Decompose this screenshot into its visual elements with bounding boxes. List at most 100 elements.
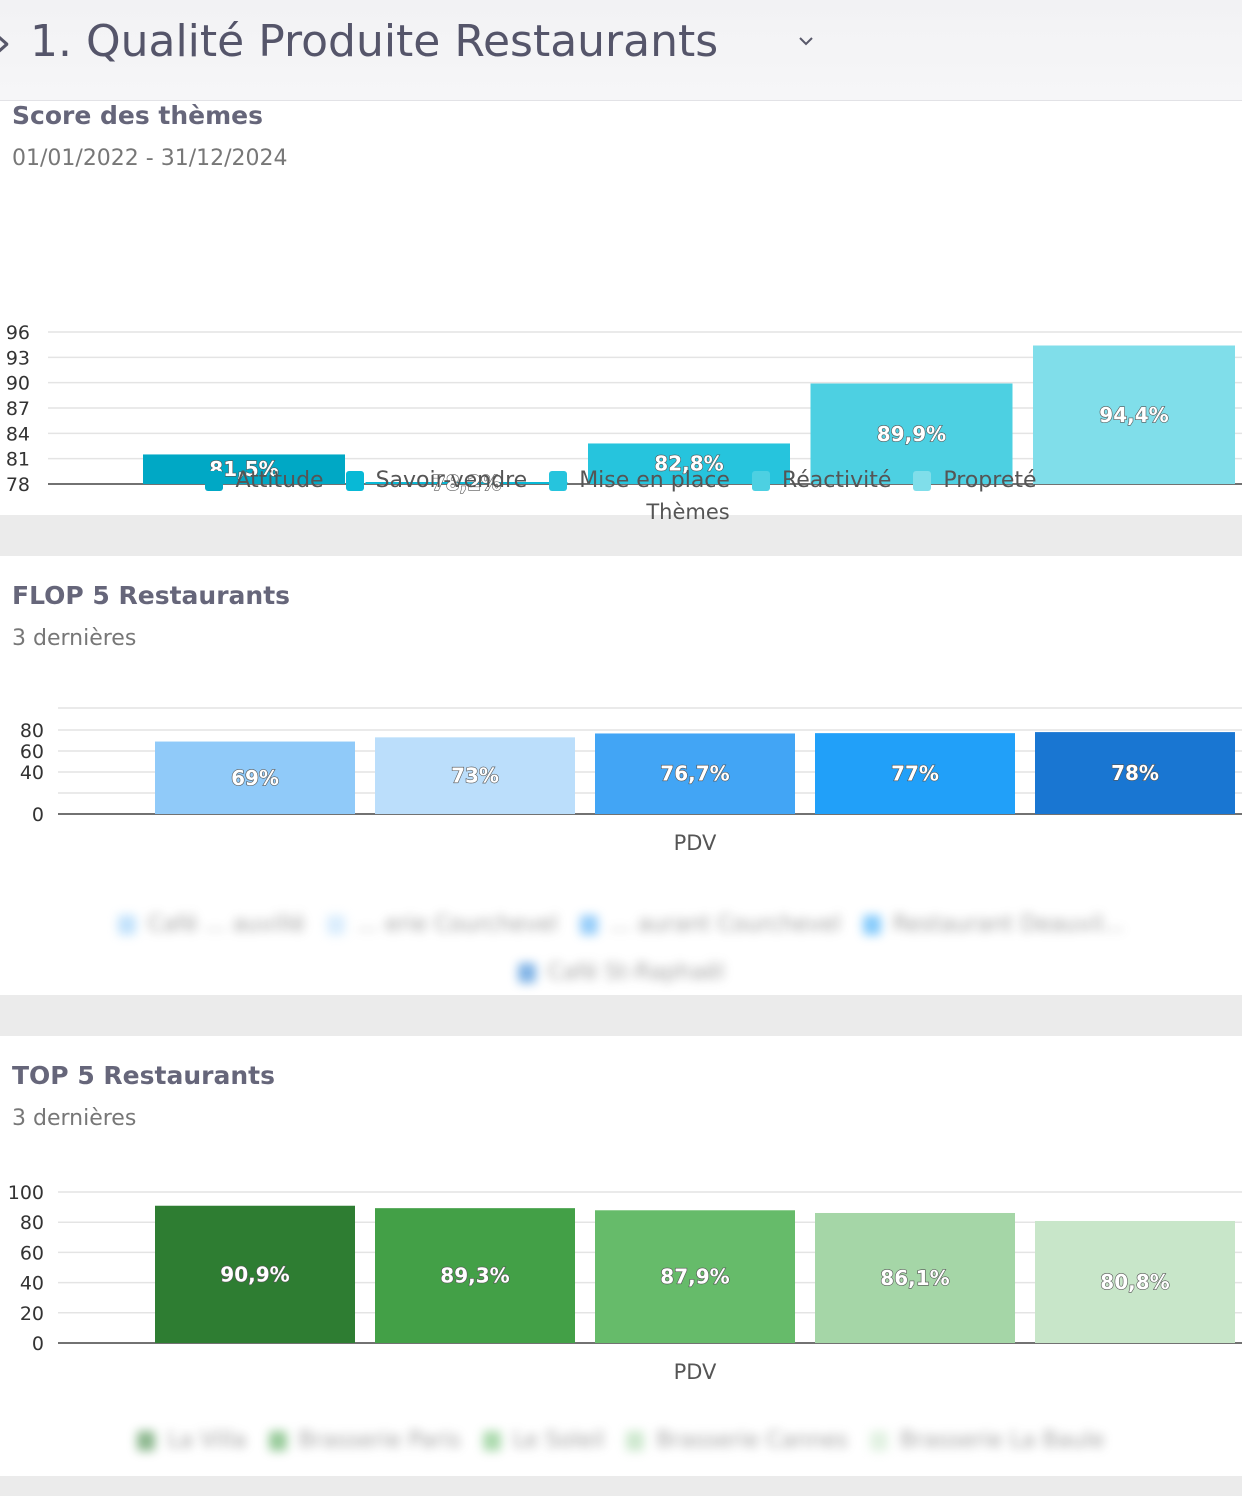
legend-item[interactable]: Le Soleil xyxy=(482,1428,605,1453)
top-chart: 0 20 40 60 80 100 90,9% 89,3% 87,9% 86,1% 80,8% PDV xyxy=(8,1182,1242,1384)
page-title[interactable]: 1. Qualité Produite Restaurants xyxy=(30,16,719,67)
data-label: 69% xyxy=(231,766,279,790)
legend-label: Attitude xyxy=(235,468,324,493)
legend-label: Brasserie Cannes xyxy=(656,1428,848,1453)
x-axis-label: PDV xyxy=(674,1360,717,1384)
data-label: 81,5% xyxy=(209,457,278,481)
legend-item[interactable]: Brasserie Cannes xyxy=(626,1428,848,1453)
legend-label: Café St-Raphaël xyxy=(547,960,725,985)
bar[interactable] xyxy=(595,1210,795,1343)
legend-swatch xyxy=(862,915,881,935)
legend-label: Brasserie La Baule xyxy=(899,1428,1105,1453)
y-tick-label: 84 xyxy=(6,423,30,445)
legend-item[interactable]: ... aurant Courchevel xyxy=(579,901,841,949)
legend-swatch xyxy=(549,470,568,491)
bar[interactable] xyxy=(595,733,795,814)
legend-swatch xyxy=(268,1430,287,1451)
bar[interactable] xyxy=(1035,732,1235,814)
data-label: 89,3% xyxy=(440,1264,509,1288)
data-label: 82,8% xyxy=(654,452,723,476)
y-tick-label: 80 xyxy=(20,1212,44,1234)
legend-swatch xyxy=(205,470,224,491)
legend-label: Réactivité xyxy=(781,468,892,493)
data-label: 78,2% xyxy=(432,471,501,495)
themes-legend: Attitude Savoir-vendre Mise en place Réacti… xyxy=(0,468,1242,493)
x-axis-label: PDV xyxy=(674,831,717,855)
bar[interactable] xyxy=(375,737,575,814)
legend-swatch xyxy=(517,963,536,983)
top-subtitle: 3 dernières xyxy=(12,1106,137,1131)
legend-item[interactable]: La Villa xyxy=(137,1428,247,1453)
legend-swatch xyxy=(913,470,932,491)
y-tick-label: 0 xyxy=(32,1333,44,1355)
legend-item[interactable]: Mise en place xyxy=(549,468,730,493)
legend-label: Le Soleil xyxy=(512,1428,605,1453)
data-label: 87,9% xyxy=(660,1265,729,1289)
data-label: 76,7% xyxy=(660,762,729,786)
chevron-left-icon[interactable]: › xyxy=(0,18,12,68)
legend-swatch xyxy=(751,470,770,491)
chevron-down-icon[interactable] xyxy=(795,30,817,52)
legend-swatch xyxy=(869,1430,888,1451)
bar[interactable] xyxy=(155,1205,355,1343)
legend-swatch xyxy=(345,470,364,491)
legend-label: Propreté xyxy=(943,468,1037,493)
legend-item[interactable]: Restaurant Deauvil... xyxy=(862,901,1125,949)
legend-swatch xyxy=(327,915,345,935)
themes-panel: Score des thèmes 01/01/2022 - 31/12/2024… xyxy=(0,101,1242,524)
legend-label: Café ... auvillé xyxy=(147,912,305,937)
top-legend: La Villa Brasserie Paris Le Soleil Brasseri… xyxy=(0,1428,1242,1453)
legend-item[interactable]: Réactivité xyxy=(751,468,892,493)
data-label: 89,9% xyxy=(877,422,946,446)
legend-swatch xyxy=(626,1430,645,1451)
page-header: › 1. Qualité Produite Restaurants xyxy=(0,0,1242,101)
bar[interactable] xyxy=(365,482,568,484)
legend-item[interactable]: Café St-Raphaël xyxy=(517,949,725,997)
legend-item[interactable]: Brasserie Paris xyxy=(268,1428,461,1453)
flop-title: FLOP 5 Restaurants xyxy=(12,581,291,610)
y-tick-label: 60 xyxy=(20,1242,44,1264)
flop-subtitle: 3 dernières xyxy=(12,626,137,651)
y-tick-label: 60 xyxy=(20,741,44,763)
bar[interactable] xyxy=(1033,345,1235,484)
legend-label: Restaurant Deauvil... xyxy=(892,912,1125,937)
y-tick-label: 93 xyxy=(6,347,30,369)
data-label: 86,1% xyxy=(880,1266,949,1290)
y-tick-label: 40 xyxy=(20,762,44,784)
legend-item[interactable]: Café ... auvillé xyxy=(117,901,305,949)
y-tick-label: 40 xyxy=(20,1273,44,1295)
y-tick-label: 90 xyxy=(6,373,30,395)
legend-label: ... erie Courchevel xyxy=(357,912,558,937)
legend-item[interactable]: Propreté xyxy=(913,468,1037,493)
data-label: 73% xyxy=(451,764,499,788)
legend-label: ... aurant Courchevel xyxy=(609,912,841,937)
legend-label: Mise en place xyxy=(579,468,730,493)
bar[interactable] xyxy=(155,741,355,814)
legend-item[interactable]: Attitude xyxy=(205,468,324,493)
y-tick-label: 81 xyxy=(6,449,30,471)
legend-label: Brasserie Paris xyxy=(298,1428,461,1453)
bar[interactable] xyxy=(815,733,1015,814)
bar[interactable] xyxy=(815,1212,1015,1343)
x-axis-label: Thèmes xyxy=(645,500,729,524)
bar[interactable] xyxy=(1035,1220,1235,1343)
flop-legend: Café ... auvillé ... erie Courchevel ... a… xyxy=(0,901,1242,997)
legend-swatch xyxy=(579,915,598,935)
top-title: TOP 5 Restaurants xyxy=(12,1061,275,1090)
legend-item[interactable]: ... erie Courchevel xyxy=(327,901,558,949)
bar[interactable] xyxy=(375,1208,575,1343)
data-label: 77% xyxy=(891,762,939,786)
y-tick-label: 87 xyxy=(6,398,30,420)
legend-label: Savoir-vendre xyxy=(375,468,528,493)
bar[interactable] xyxy=(143,454,345,484)
legend-item[interactable]: Savoir-vendre xyxy=(345,468,528,493)
legend-item[interactable]: Brasserie La Baule xyxy=(869,1428,1105,1453)
y-tick-label: 100 xyxy=(8,1182,44,1204)
flop-panel: FLOP 5 Restaurants 3 dernières 0 40 60 80 69… xyxy=(0,556,1242,995)
themes-chart: 78 81 84 87 90 93 96 81,5% 78,2% 82,8% 89,9% 94,4% T… xyxy=(6,322,1242,524)
legend-swatch xyxy=(137,1430,156,1451)
legend-label: La Villa xyxy=(167,1428,247,1453)
legend-swatch xyxy=(117,915,136,935)
data-label: 78% xyxy=(1111,761,1159,785)
bar[interactable] xyxy=(810,383,1013,484)
